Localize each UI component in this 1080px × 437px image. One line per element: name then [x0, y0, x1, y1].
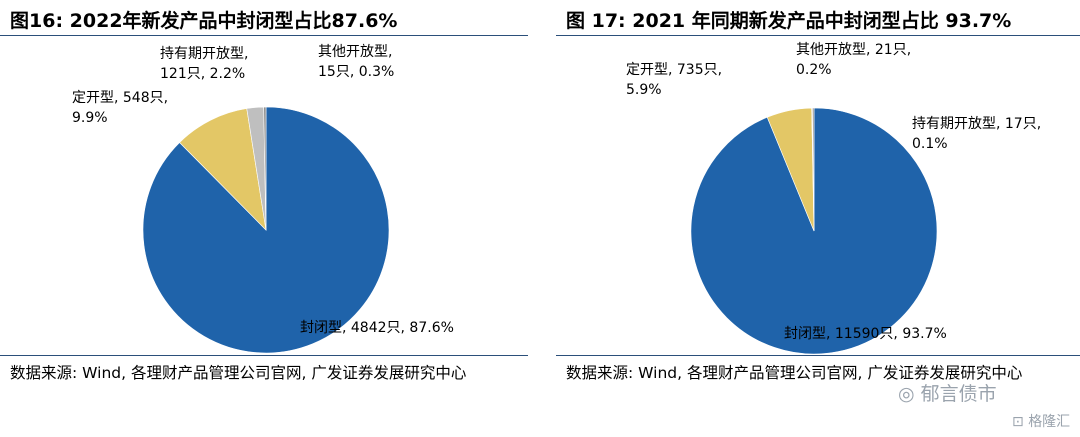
chart-panel-2021: 图 17: 2021 年同期新发产品中封闭型占比 93.7% 封闭型, 1159…: [556, 0, 1080, 437]
divider: [556, 355, 1080, 356]
chart-title: 图16: 2022年新发产品中封闭型占比87.6%: [10, 10, 398, 32]
pie-slice-other-open: [263, 106, 267, 231]
brand-logo-icon: ⊡: [1012, 414, 1024, 430]
wechat-watermark: ◎ 郁言债市: [898, 379, 997, 406]
pie-chart-2021: 封闭型, 11590只, 93.7% 定开型, 735只, 5.9% 持有期开放型, …: [626, 42, 1041, 355]
pie-chart-2022: 封闭型, 4842只, 87.6% 定开型, 548只, 9.9% 持有期开放型, 12…: [72, 44, 454, 354]
divider: [556, 35, 1080, 36]
source-note: 数据来源: Wind, 各理财产品管理公司官网, 广发证券发展研究中心: [566, 364, 1023, 382]
data-label-closed: 封闭型, 11590只, 93.7%: [784, 326, 947, 342]
brand-watermark: ⊡ 格隆汇: [1012, 411, 1070, 431]
wechat-account-name: 郁言债市: [920, 383, 997, 405]
pie-slice-other-open: [812, 107, 815, 232]
data-label-periodic-open: 定开型, 735只, 5.9%: [626, 62, 722, 98]
wechat-icon: ◎: [898, 383, 915, 405]
data-label-periodic-open: 定开型, 548只, 9.9%: [72, 90, 168, 126]
divider: [0, 355, 528, 356]
divider: [0, 35, 528, 36]
brand-name: 格隆汇: [1028, 414, 1071, 430]
data-label-other-open: 其他开放型, 21只, 0.2%: [796, 42, 911, 78]
pie-slice-periodic-open: [179, 108, 267, 231]
data-label-holding-period-open: 持有期开放型, 17只, 0.1%: [912, 116, 1041, 152]
data-label-closed: 封闭型, 4842只, 87.6%: [300, 320, 454, 336]
data-label-holding-period-open: 持有期开放型, 121只, 2.2%: [160, 46, 248, 82]
chart-title: 图 17: 2021 年同期新发产品中封闭型占比 93.7%: [566, 10, 1012, 32]
chart-panel-2022: 图16: 2022年新发产品中封闭型占比87.6% 封闭型, 4842只, 87…: [0, 0, 528, 437]
data-label-other-open: 其他开放型, 15只, 0.3%: [318, 44, 394, 80]
source-note: 数据来源: Wind, 各理财产品管理公司官网, 广发证券发展研究中心: [10, 364, 467, 382]
